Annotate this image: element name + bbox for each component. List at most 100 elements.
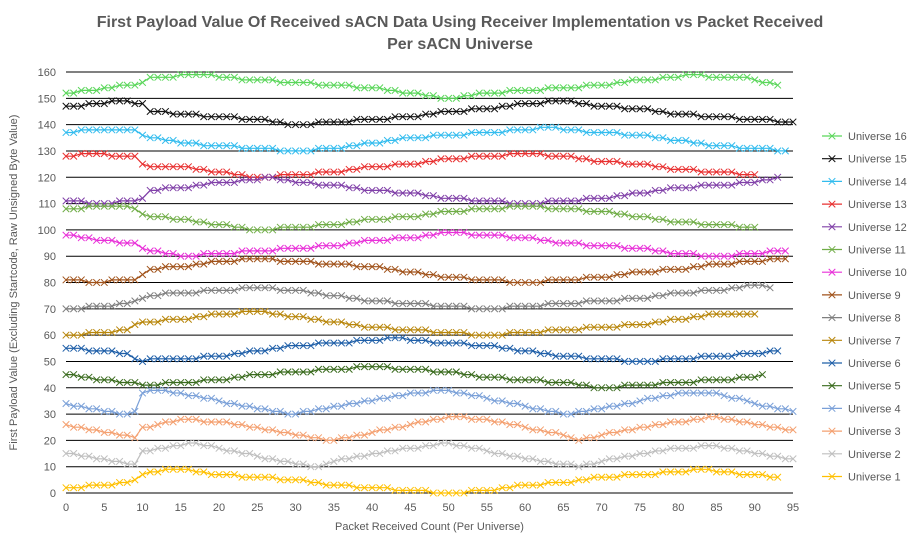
x-tick-label: 80: [672, 502, 684, 514]
data-point-marker: [177, 263, 185, 271]
data-point-marker: [758, 257, 767, 266]
data-point-marker: [184, 439, 193, 447]
data-point-marker: [253, 115, 261, 124]
data-point-marker: [322, 181, 330, 189]
data-point-marker: [559, 478, 568, 487]
data-point-marker: [460, 302, 468, 310]
data-point-marker: [598, 157, 606, 166]
data-point-marker: [575, 381, 583, 389]
data-point-marker: [223, 142, 231, 150]
data-point-marker: [85, 278, 93, 287]
data-point-marker: [360, 115, 369, 124]
data-point-marker: [399, 113, 407, 121]
data-point-marker: [437, 302, 445, 310]
data-point-marker: [406, 268, 415, 276]
data-point-marker: [276, 223, 284, 231]
data-point-marker: [138, 270, 147, 279]
data-point-marker: [751, 249, 759, 258]
data-point-marker: [735, 394, 744, 402]
data-point-marker: [337, 481, 346, 489]
data-point-marker: [161, 315, 170, 323]
data-point-marker: [330, 339, 338, 347]
data-point-marker: [444, 368, 453, 376]
data-point-marker: [383, 115, 392, 124]
data-point-marker: [789, 407, 797, 416]
data-point-marker: [689, 444, 698, 452]
data-point-marker: [230, 73, 239, 81]
data-point-marker: [200, 441, 208, 450]
data-point-marker: [498, 373, 506, 381]
data-point-marker: [291, 313, 300, 321]
data-point-marker: [651, 186, 659, 195]
data-point-marker: [399, 391, 407, 400]
y-tick-label: 30: [44, 409, 56, 421]
data-point-marker: [100, 126, 108, 134]
data-point-marker: [215, 397, 223, 405]
data-point-marker: [146, 213, 154, 221]
data-point-marker: [268, 173, 277, 181]
data-point-marker: [483, 205, 491, 213]
data-point-marker: [238, 144, 246, 152]
data-point-marker: [735, 144, 744, 152]
data-point-marker: [376, 215, 384, 224]
y-tick-label: 50: [44, 356, 56, 368]
data-point-marker: [582, 323, 591, 331]
data-point-marker: [643, 449, 652, 458]
data-point-marker: [521, 202, 529, 210]
data-point-marker: [437, 273, 445, 281]
data-point-marker: [376, 186, 384, 195]
data-point-marker: [284, 223, 292, 231]
data-point-marker: [368, 428, 376, 437]
series-line: [66, 468, 778, 494]
data-point-marker: [552, 97, 560, 105]
data-point-marker: [475, 89, 483, 97]
data-point-marker: [682, 249, 690, 258]
data-point-marker: [628, 426, 636, 434]
data-point-marker: [368, 449, 376, 458]
data-point-marker: [544, 299, 552, 308]
data-point-marker: [223, 447, 231, 455]
data-point-marker: [422, 157, 430, 166]
data-point-marker: [705, 73, 713, 81]
data-point-marker: [345, 365, 353, 373]
x-tick-label: 20: [213, 502, 225, 514]
data-point-marker: [383, 426, 392, 434]
data-point-marker: [575, 155, 583, 163]
data-point-marker: [246, 284, 254, 292]
data-point-marker: [100, 347, 108, 355]
data-point-marker: [92, 405, 101, 413]
data-point-marker: [253, 247, 261, 255]
data-point-marker: [452, 94, 460, 102]
data-point-marker: [77, 86, 85, 95]
data-point-marker: [200, 352, 208, 360]
series-universe-13: [62, 149, 759, 181]
data-point-marker: [460, 413, 468, 421]
data-point-marker: [223, 376, 231, 384]
data-point-marker: [138, 294, 147, 302]
data-point-marker: [177, 163, 185, 171]
data-point-marker: [253, 76, 261, 84]
data-point-marker: [429, 270, 437, 279]
data-point-marker: [674, 110, 682, 118]
data-point-marker: [728, 352, 736, 360]
data-point-marker: [100, 236, 108, 245]
data-point-marker: [444, 413, 453, 421]
data-point-marker: [246, 473, 254, 481]
data-point-marker: [575, 463, 583, 471]
data-point-marker: [490, 341, 499, 350]
data-point-marker: [529, 149, 537, 158]
data-point-marker: [590, 157, 598, 166]
data-point-marker: [544, 457, 552, 466]
data-point-marker: [712, 441, 721, 450]
data-point-marker: [643, 213, 652, 221]
data-point-marker: [146, 318, 154, 326]
data-point-marker: [705, 389, 713, 397]
data-point-marker: [307, 407, 315, 416]
data-point-marker: [261, 455, 269, 463]
data-point-marker: [513, 452, 522, 460]
data-point-marker: [299, 147, 307, 155]
data-point-marker: [146, 73, 154, 81]
data-point-marker: [268, 370, 277, 379]
data-point-marker: [475, 305, 483, 313]
data-point-marker: [475, 128, 483, 137]
